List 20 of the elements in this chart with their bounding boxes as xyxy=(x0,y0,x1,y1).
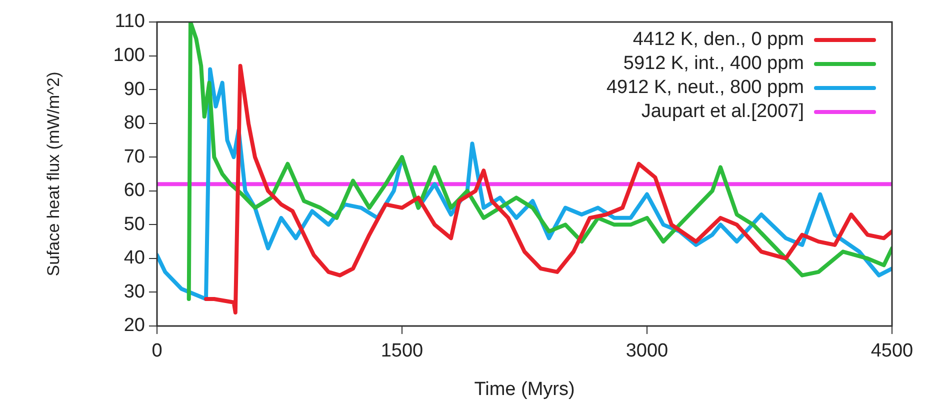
x-tick-label: 3000 xyxy=(626,340,668,362)
y-axis-title: Suface heat flux (mW/m^2) xyxy=(44,72,63,276)
x-tick-label: 0 xyxy=(152,340,162,362)
legend-label: 4912 K, neut., 800 ppm xyxy=(606,77,804,98)
y-tick-label: 30 xyxy=(124,281,145,302)
y-tick-label: 20 xyxy=(124,315,145,336)
y-tick-label: 50 xyxy=(124,214,145,235)
y-tick-label: 90 xyxy=(124,78,145,100)
legend-label: 4412 K, den., 0 ppm xyxy=(632,29,804,50)
y-tick-label: 100 xyxy=(113,45,145,66)
y-tick-label: 80 xyxy=(124,112,145,134)
y-tick-label: 110 xyxy=(114,11,145,32)
y-tick-label: 40 xyxy=(124,248,145,269)
legend-label: 5912 K, int., 400 ppm xyxy=(623,53,804,74)
x-axis-title: Time (Myrs) xyxy=(474,378,575,400)
y-tick-label: 60 xyxy=(124,180,145,202)
x-tick-label: 4500 xyxy=(870,340,914,362)
x-tick-label: 1500 xyxy=(380,340,424,362)
y-tick-label: 70 xyxy=(124,146,145,168)
legend-label: Jaupart et al.[2007] xyxy=(641,101,804,122)
